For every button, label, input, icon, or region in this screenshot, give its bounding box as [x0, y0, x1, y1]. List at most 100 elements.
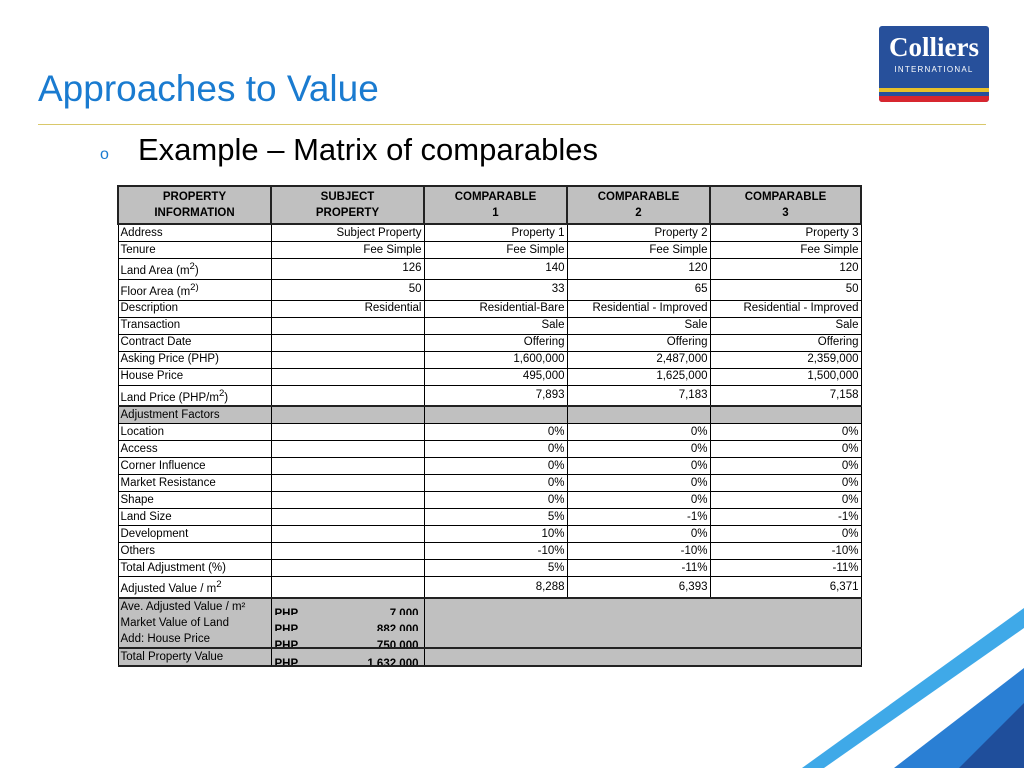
comparable-2-cell: 65	[566, 278, 711, 301]
header-line: COMPARABLE	[744, 191, 827, 203]
comparable-3-cell: 6,371	[709, 576, 862, 599]
comparable-3-cell: Residential - Improved	[709, 299, 862, 318]
subject-cell	[270, 384, 425, 407]
table-row: Land Area (m2) 126 140 120 120	[117, 258, 862, 280]
comparable-3-cell: 50	[709, 278, 862, 301]
header-comparable-1: COMPARABLE 1	[423, 185, 568, 225]
table-row: House Price 495,000 1,625,000 1,500,000	[117, 367, 862, 386]
comparable-1-cell: Sale	[423, 316, 568, 335]
comparable-3-cell: 0%	[709, 525, 862, 544]
header-line: 2	[635, 207, 642, 219]
row-label: Description	[117, 299, 272, 318]
summary-row: Market Value of Land PHP 882,000	[117, 615, 862, 632]
row-label: Asking Price (PHP)	[117, 350, 272, 369]
comparable-1-cell: 495,000	[423, 367, 568, 386]
subject-cell	[270, 440, 425, 459]
comparable-1-cell: 7,893	[423, 384, 568, 407]
table-row: Asking Price (PHP) 1,600,000 2,487,000 2…	[117, 350, 862, 369]
empty-cell	[424, 631, 567, 649]
table-row: Floor Area (m2) 50 33 65 50	[117, 278, 862, 301]
header-line: INFORMATION	[154, 207, 235, 219]
comparable-3-cell: -1%	[709, 508, 862, 527]
row-label: Shape	[117, 491, 272, 510]
adjustment-row: Total Adjustment (%) 5% -11% -11%	[117, 559, 862, 578]
label-text-end: )	[224, 391, 229, 404]
comparable-1-cell: Fee Simple	[423, 241, 568, 259]
bullet-circle-icon: o	[100, 146, 109, 163]
header-line: COMPARABLE	[597, 191, 680, 203]
label-text: Floor Area (m	[120, 285, 191, 298]
comparable-3-cell: -11%	[709, 559, 862, 578]
row-label: Development	[117, 525, 272, 544]
deco-stripe-light	[802, 608, 1024, 768]
slide-title: Approaches to Value	[38, 68, 379, 109]
comparable-2-cell: 7,183	[566, 384, 711, 407]
subject-cell	[270, 423, 425, 442]
deco-stripe-navy	[959, 703, 1024, 768]
subject-cell	[270, 457, 425, 476]
comparable-2-cell: 120	[566, 258, 711, 280]
comparable-2-cell: 6,393	[566, 576, 711, 599]
total-label: Total Property Value	[117, 647, 272, 668]
bullet-text: Example – Matrix of comparables	[138, 132, 599, 167]
label-superscript: 2	[216, 579, 222, 591]
table-row: Land Price (PHP/m2) 7,893 7,183 7,158	[117, 384, 862, 407]
comparable-1-cell: 1,600,000	[423, 350, 568, 369]
empty-cell	[567, 615, 710, 632]
table-header-row: PROPERTY INFORMATION SUBJECT PROPERTY CO…	[117, 185, 862, 225]
subject-cell	[270, 508, 425, 527]
table-row: Address Subject Property Property 1 Prop…	[117, 223, 862, 242]
row-label: Tenure	[117, 241, 272, 259]
empty-cell	[710, 647, 862, 668]
empty-cell	[710, 615, 862, 632]
comparable-1-cell: -10%	[423, 542, 568, 561]
header-line: 1	[492, 207, 499, 219]
comparable-2-cell: 1,625,000	[566, 367, 711, 386]
comparable-3-cell: Sale	[709, 316, 862, 335]
header-line: 3	[782, 207, 789, 219]
logo-subtitle: INTERNATIONAL	[894, 65, 974, 74]
adjustment-row: Shape 0% 0% 0%	[117, 491, 862, 510]
adjustment-row: Corner Influence 0% 0% 0%	[117, 457, 862, 476]
comparable-1-cell: 8,288	[423, 576, 568, 599]
currency-label: PHP	[274, 608, 299, 616]
subject-cell	[270, 474, 425, 493]
summary-row: Ave. Adjusted Value / m² PHP 7,000	[117, 597, 862, 616]
table-row: Description Residential Residential-Bare…	[117, 299, 862, 318]
summary-amount: 882,000	[376, 624, 419, 632]
summary-amount-cell: PHP 750,000	[271, 631, 425, 649]
comparable-2-cell: Property 2	[566, 223, 711, 242]
empty-cell	[709, 405, 862, 425]
row-label: Adjusted Value / m2	[117, 576, 272, 599]
summary-label: Add: House Price	[117, 631, 272, 649]
subject-cell	[270, 525, 425, 544]
header-comparable-3: COMPARABLE 3	[709, 185, 862, 225]
comparable-1-cell: Residential-Bare	[423, 299, 568, 318]
row-label: Land Area (m2)	[117, 258, 272, 280]
adjustment-row: Others -10% -10% -10%	[117, 542, 862, 561]
comparable-3-cell: 0%	[709, 457, 862, 476]
row-label: Land Price (PHP/m2)	[117, 384, 272, 407]
subject-cell: Fee Simple	[270, 241, 425, 259]
comparable-2-cell: -1%	[566, 508, 711, 527]
table-row: Transaction Sale Sale Sale	[117, 316, 862, 335]
comparable-2-cell: 0%	[566, 525, 711, 544]
label-superscript: 2	[218, 387, 225, 399]
row-label: Corner Influence	[117, 457, 272, 476]
header-line: PROPERTY	[315, 207, 380, 219]
comparable-1-cell: Offering	[423, 333, 568, 352]
label-superscript: 2)	[190, 281, 199, 293]
comparable-3-cell: 7,158	[709, 384, 862, 407]
comparable-1-cell: 0%	[423, 440, 568, 459]
subject-cell	[270, 333, 425, 352]
currency-label: PHP	[274, 640, 299, 649]
comparable-2-cell: -11%	[566, 559, 711, 578]
label-text: Land Price (PHP/m	[120, 391, 219, 404]
header-comparable-2: COMPARABLE 2	[566, 185, 711, 225]
colliers-logo: Colliers INTERNATIONAL	[879, 26, 989, 102]
empty-cell	[424, 597, 567, 616]
subject-cell: Residential	[270, 299, 425, 318]
logo-wordmark: Colliers	[889, 32, 979, 62]
comparable-1-cell: 0%	[423, 474, 568, 493]
subject-cell	[270, 316, 425, 335]
